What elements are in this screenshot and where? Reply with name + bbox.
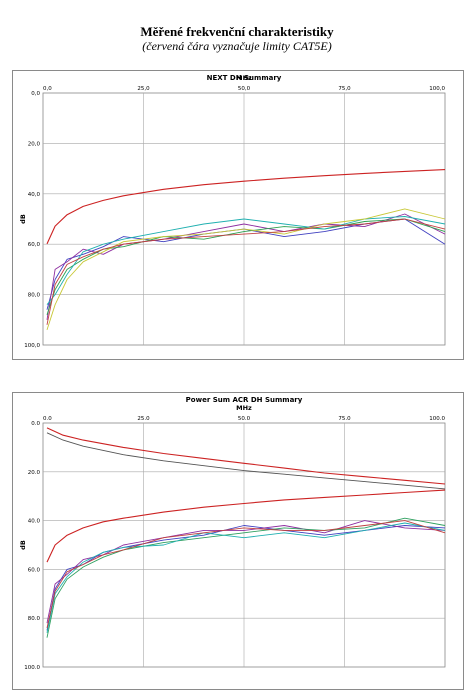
chart1-ylabel: dB [19, 540, 27, 550]
chart0-ytick-label: 80,0 [28, 293, 41, 299]
chart1-ytick-label: 20.0 [28, 470, 41, 476]
chart1-xtick-label: 50.0 [238, 416, 251, 422]
page-subtitle: (červená čára vyznačuje limity CAT5E) [142, 39, 332, 53]
chart1-xtick-label: 100.0 [429, 416, 445, 422]
chart1-series-6 [46, 520, 446, 629]
chart0-ytick-label: 40,0 [28, 192, 41, 198]
chart0-xtick-label: 50,0 [238, 86, 251, 92]
chart0-xlabel: MHz [236, 74, 252, 82]
chart0-series-6 [46, 218, 446, 325]
chart1-series-3 [46, 520, 446, 624]
chart0-xtick-label: 25,0 [137, 86, 150, 92]
chart0-series-4 [46, 216, 446, 305]
page-title: Měřené frekvenční charakteristiky [140, 24, 334, 39]
chart1-ytick-label: 80.0 [28, 616, 41, 622]
chart0-ytick-label: 20,0 [28, 141, 41, 147]
chart1-title: Power Sum ACR DH Summary [186, 396, 303, 404]
chart1-limit-line-1 [46, 427, 446, 485]
chart0-ytick-label: 0,0 [31, 91, 40, 97]
acr-chart-panel: Power Sum ACR DH Summary MHz dB 0.0 25.0 50.0… [12, 392, 464, 690]
chart0-title: NEXT DH Summary [207, 74, 282, 82]
chart1-ytick-label: 100.0 [24, 665, 40, 671]
chart1-ytick-label: 60.0 [28, 567, 41, 573]
chart1-xtick-label: 25.0 [137, 416, 150, 422]
chart0-series-5 [46, 208, 446, 331]
chart1-series-4 [46, 517, 446, 638]
chart0-ytick-label: 60,0 [28, 242, 41, 248]
chart0-ytick-label: 100,0 [24, 343, 40, 349]
chart1-ytick-label: 40.0 [28, 519, 41, 525]
chart0-ylabel: dB [19, 214, 27, 224]
chart1-ytick-label: 0.0 [31, 421, 40, 427]
chart1-xtick-label: 0.0 [43, 416, 52, 422]
chart1-limit-line-2 [46, 489, 446, 563]
chart1-xlabel: MHz [236, 404, 252, 412]
chart1-series-5 [46, 522, 446, 633]
chart1-xtick-label: 75.0 [338, 416, 351, 422]
chart0-xtick-label: 100,0 [429, 86, 445, 92]
chart1-series-1 [46, 432, 446, 490]
next-chart-panel: NEXT DH Summary MHz dB 0,0 25,0 50,0 75,0 100,0… [12, 70, 464, 360]
chart0-xtick-label: 0,0 [43, 86, 52, 92]
chart0-xtick-label: 75,0 [338, 86, 351, 92]
chart0-limit-line-1 [46, 169, 446, 245]
